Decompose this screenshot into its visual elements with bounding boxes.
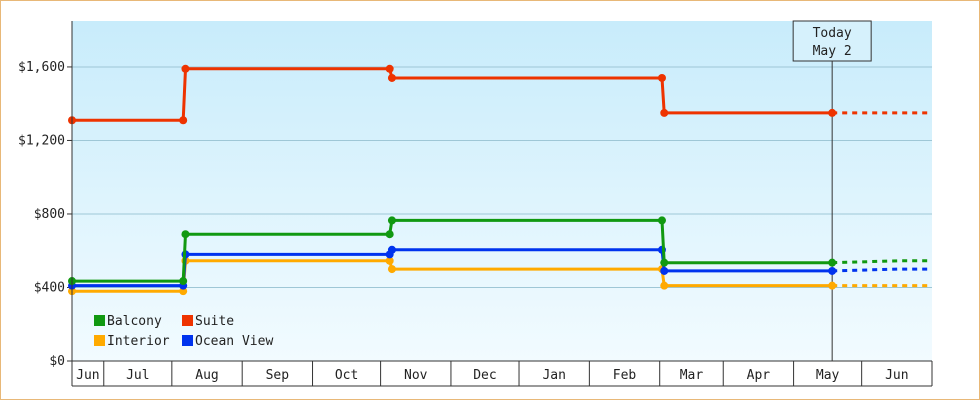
x-axis: Jun Jul Aug Sep Oct Nov Dec Jan Feb Mar Apr May Jun [71,361,933,387]
legend-swatch-suite [182,315,193,326]
series-group [68,64,932,296]
x-tick-label: Apr [747,368,771,383]
x-tick-label: Jun [76,368,99,383]
x-tick-label: May [816,368,840,383]
series-forecast-ocean-view [832,267,932,273]
y-tick-label: $0 [49,354,65,369]
data-point-suite [828,108,837,117]
gridlines [72,66,932,288]
data-point-balcony [828,258,837,267]
today-label-box [792,20,872,62]
series-balcony [68,216,932,286]
data-point-interior [179,287,188,296]
series-line-balcony [72,218,833,283]
x-tick-label: Jun [885,368,908,383]
data-point-suite [179,116,188,125]
x-tick-label: Feb [613,368,637,383]
legend: Balcony Suite Interior Ocean View [94,314,273,349]
y-tick-label: $1,200 [18,133,65,148]
data-point-interior [387,265,396,274]
data-point-suite [181,64,190,73]
data-point-balcony [385,230,394,239]
today-label-line2: May 2 [813,44,852,59]
data-point-balcony [660,258,669,267]
data-point-balcony [657,216,666,225]
x-tick-label: Nov [404,368,428,383]
data-point-ocean-view [387,245,396,254]
y-tick-label: $800 [34,207,65,222]
x-tick-label: Oct [335,368,358,383]
x-tick-label: Aug [195,368,218,383]
plot-background [72,21,932,361]
x-tick-label: Dec [473,368,496,383]
legend-swatch-ocean-view [182,335,193,346]
data-point-interior [385,256,394,265]
x-tick-label: Mar [680,368,704,383]
data-point-interior [828,281,837,290]
data-point-balcony [181,230,190,239]
series-suite [68,64,932,125]
data-point-suite [385,64,394,73]
data-point-suite [657,73,666,82]
legend-label-suite: Suite [195,314,234,329]
y-tick-label: $1,600 [18,60,65,75]
data-point-interior [660,281,669,290]
legend-label-ocean-view: Ocean View [195,334,273,349]
data-point-suite [660,108,669,117]
legend-swatch-balcony [94,315,105,326]
legend-swatch-interior [94,335,105,346]
x-tick-label: Sep [266,368,290,383]
legend-label-balcony: Balcony [107,314,162,329]
data-point-balcony [179,277,188,286]
series-forecast-balcony [832,259,932,265]
y-tick-label: $400 [34,280,65,295]
data-point-suite [387,73,396,82]
today-marker: Today May 2 [792,20,872,361]
data-point-ocean-view [828,266,837,275]
data-point-ocean-view [660,266,669,275]
series-line-suite [72,67,833,122]
x-tick-label: Jul [126,368,149,383]
y-axis-labels: $0 $400 $800 $1,200 $1,600 [18,60,72,369]
legend-label-interior: Interior [107,334,170,349]
x-tick-label: Jan [542,368,565,383]
today-label-line1: Today [813,26,852,41]
data-point-balcony [387,216,396,225]
